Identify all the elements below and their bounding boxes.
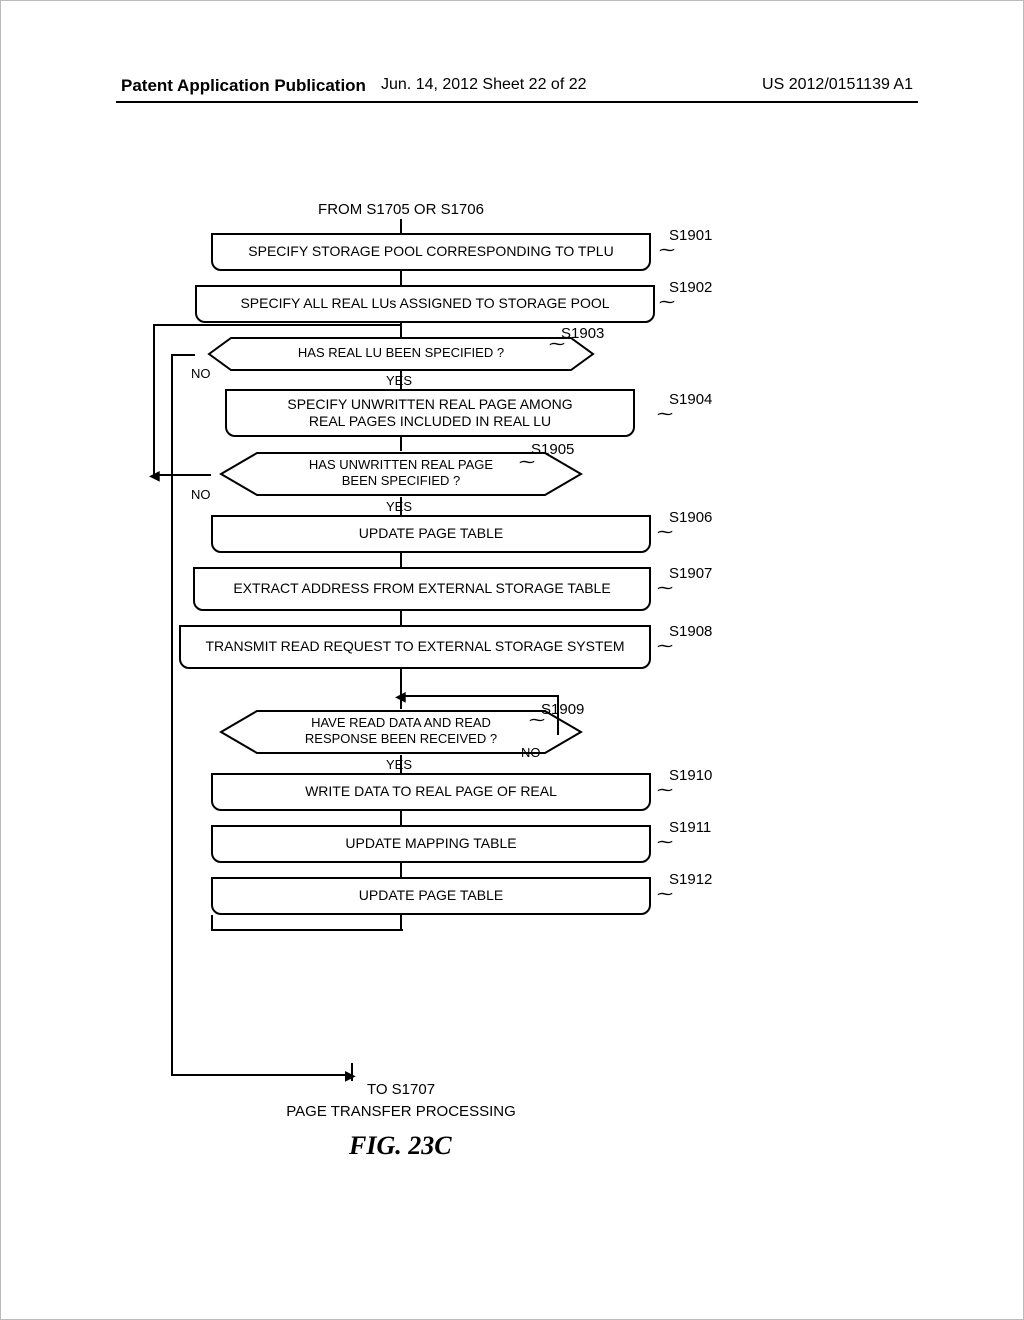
yes-label: YES	[386, 757, 412, 772]
step-s1907: EXTRACT ADDRESS FROM EXTERNAL STORAGE TA…	[193, 567, 651, 611]
step-text: SPECIFY STORAGE POOL CORRESPONDING TO TP…	[248, 243, 613, 261]
label-s1909: S1909	[541, 701, 584, 718]
label-s1912: S1912	[669, 871, 712, 888]
connector	[400, 219, 402, 233]
leader-tick: ⁓	[657, 835, 673, 851]
step-text: SPECIFY UNWRITTEN REAL PAGE AMONG REAL P…	[287, 396, 572, 431]
step-s1902: SPECIFY ALL REAL LUs ASSIGNED TO STORAGE…	[195, 285, 655, 323]
leader-tick: ⁓	[529, 713, 545, 729]
step-s1908: TRANSMIT READ REQUEST TO EXTERNAL STORAG…	[179, 625, 651, 669]
page: Patent Application Publication Jun. 14, …	[0, 0, 1024, 1320]
caption: PAGE TRANSFER PROCESSING	[261, 1103, 541, 1120]
header-right: US 2012/0151139 A1	[762, 76, 913, 94]
label-s1911: S1911	[669, 819, 711, 836]
no-label: NO	[521, 745, 541, 760]
leader-tick: ⁓	[657, 581, 673, 597]
no-loop-1905	[153, 324, 155, 474]
label-s1910: S1910	[669, 767, 712, 784]
header-left: Patent Application Publication	[121, 76, 366, 96]
step-s1910: WRITE DATA TO REAL PAGE OF REAL	[211, 773, 651, 811]
figure-number: FIG. 23C	[349, 1131, 452, 1161]
header-mid: Jun. 14, 2012 Sheet 22 of 22	[381, 76, 587, 94]
leader-tick: ⁓	[659, 295, 675, 311]
step-text: WRITE DATA TO REAL PAGE OF REAL	[305, 783, 557, 801]
connector	[400, 811, 402, 825]
label-s1908: S1908	[669, 623, 712, 640]
leader-tick: ⁓	[657, 887, 673, 903]
bottom-return	[211, 929, 403, 931]
step-text: UPDATE PAGE TABLE	[359, 525, 503, 543]
connector	[400, 437, 402, 451]
connector	[400, 915, 402, 929]
leader-tick: ⁓	[549, 337, 565, 353]
exit-down	[351, 1063, 353, 1081]
step-text: UPDATE PAGE TABLE	[359, 887, 503, 905]
step-text: EXTRACT ADDRESS FROM EXTERNAL STORAGE TA…	[233, 580, 610, 598]
connector	[400, 611, 402, 625]
label-s1907: S1907	[669, 565, 712, 582]
no-loop-1909	[557, 695, 559, 735]
connector	[400, 271, 402, 285]
yes-label: YES	[386, 373, 412, 388]
label-s1903: S1903	[561, 325, 604, 342]
decision-text: HAS REAL LU BEEN SPECIFIED ?	[191, 345, 611, 360]
loop-top-1909	[401, 695, 559, 697]
step-s1912: UPDATE PAGE TABLE	[211, 877, 651, 915]
step-s1904: SPECIFY UNWRITTEN REAL PAGE AMONG REAL P…	[225, 389, 635, 437]
label-s1906: S1906	[669, 509, 712, 526]
connector	[400, 553, 402, 567]
decision-text: HAS UNWRITTEN REAL PAGE BEEN SPECIFIED ?	[207, 457, 595, 488]
no-label: NO	[191, 487, 211, 502]
no-line-1905	[153, 474, 211, 476]
no-join-line	[171, 1074, 351, 1076]
connector	[400, 497, 402, 515]
label-s1905: S1905	[531, 441, 574, 458]
step-s1911: UPDATE MAPPING TABLE	[211, 825, 651, 863]
leader-tick: ⁓	[657, 639, 673, 655]
step-text: UPDATE MAPPING TABLE	[345, 835, 516, 853]
step-text: TRANSMIT READ REQUEST TO EXTERNAL STORAG…	[205, 638, 624, 656]
connector	[400, 371, 402, 389]
label-s1904: S1904	[669, 391, 712, 408]
label-s1901: S1901	[669, 227, 712, 244]
leader-tick: ⁓	[657, 525, 673, 541]
connector	[400, 755, 402, 773]
from-label: FROM S1705 OR S1706	[301, 201, 501, 218]
step-s1906: UPDATE PAGE TABLE	[211, 515, 651, 553]
no-line	[171, 354, 195, 356]
leader-tick: ⁓	[657, 783, 673, 799]
connector	[400, 863, 402, 877]
bottom-return-up	[211, 915, 213, 929]
no-return-line	[171, 354, 173, 1074]
header-rule	[116, 101, 918, 103]
yes-label: YES	[386, 499, 412, 514]
leader-tick: ⁓	[657, 407, 673, 423]
to-label: TO S1707	[301, 1081, 501, 1098]
step-text: SPECIFY ALL REAL LUs ASSIGNED TO STORAGE…	[240, 295, 609, 313]
leader-tick: ⁓	[659, 243, 675, 259]
no-label: NO	[191, 366, 211, 381]
no-loop-top	[153, 324, 401, 326]
label-s1902: S1902	[669, 279, 712, 296]
leader-tick: ⁓	[519, 455, 535, 471]
step-s1901: SPECIFY STORAGE POOL CORRESPONDING TO TP…	[211, 233, 651, 271]
